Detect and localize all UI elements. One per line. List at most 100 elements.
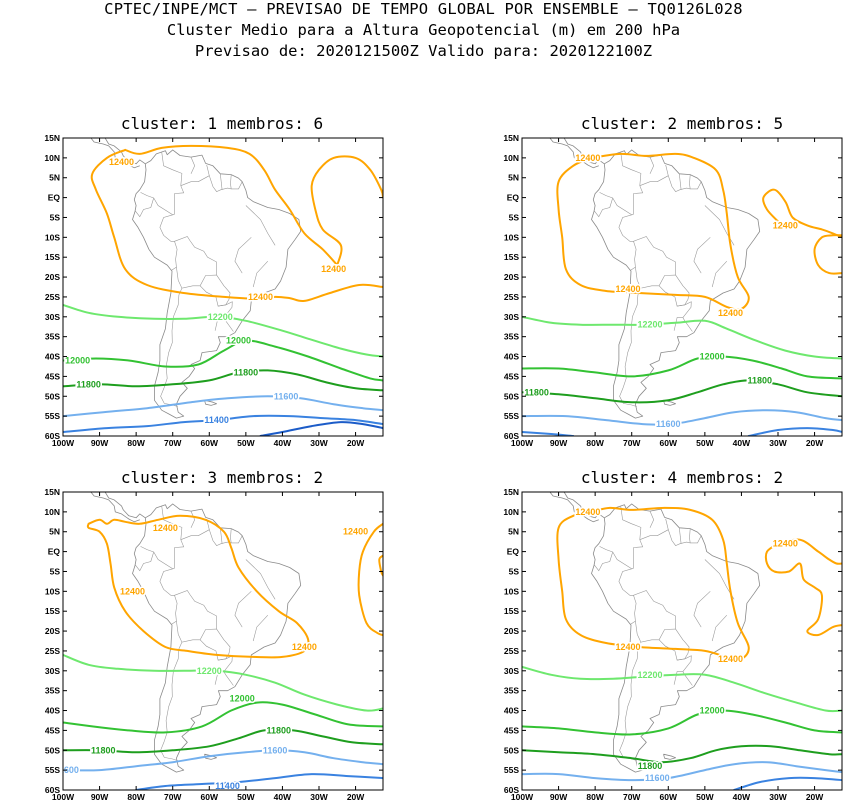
lat-label: 20S bbox=[45, 626, 60, 636]
country-border bbox=[619, 288, 642, 407]
country-border bbox=[161, 151, 185, 215]
country-border bbox=[594, 197, 613, 218]
lon-label: 50W bbox=[696, 438, 714, 448]
panel-title-cluster-1: cluster: 1 membros: 6 bbox=[120, 114, 324, 133]
country-border bbox=[234, 237, 252, 274]
lat-label: EQ bbox=[48, 547, 61, 557]
country-border bbox=[635, 621, 676, 643]
map-content: 12400 12400 12400 12200 12000 12000 11800 11800… bbox=[63, 119, 383, 436]
country-border bbox=[711, 614, 728, 642]
contour-label: 12000 bbox=[700, 706, 725, 716]
contour-line-11600 bbox=[63, 749, 383, 772]
caribbean-island bbox=[156, 119, 179, 126]
contour-label: 12200 bbox=[197, 666, 222, 676]
lat-label: 20S bbox=[45, 272, 60, 282]
lat-label: 50S bbox=[45, 391, 60, 401]
lat-label: 35S bbox=[45, 332, 60, 342]
map-panel-2: 12400 12400 12400 12400 12200 12000 11800 11800… bbox=[503, 125, 843, 454]
caribbean-island bbox=[601, 479, 608, 481]
lat-label: 10N bbox=[503, 507, 519, 517]
country-border bbox=[649, 156, 655, 174]
contour-line-12000 bbox=[63, 701, 383, 734]
south-america-coastline bbox=[132, 503, 302, 773]
country-border bbox=[618, 568, 637, 625]
country-border bbox=[673, 301, 692, 331]
contour-label: 12400 bbox=[292, 642, 317, 652]
map-panel-3: 12400 12400 12400 12400 12200 12000 11800 11800… bbox=[44, 460, 384, 802]
contour-label: 12400 bbox=[343, 527, 368, 537]
country-border bbox=[220, 527, 223, 544]
contour-label: 12400 bbox=[575, 507, 600, 517]
lon-label: 70W bbox=[164, 438, 182, 448]
country-border bbox=[635, 267, 676, 289]
contour-line-11400 bbox=[522, 431, 575, 436]
lat-label: 35S bbox=[504, 686, 519, 696]
lon-label: 60W bbox=[201, 792, 219, 802]
contour-line-12400 bbox=[124, 144, 339, 267]
contour-label: 12400 bbox=[616, 284, 641, 294]
lat-label: 15N bbox=[503, 133, 519, 143]
map-content: 12400 12400 12400 12400 12200 12000 11800 11600 bbox=[522, 473, 842, 790]
contour-line-11600 bbox=[522, 409, 842, 426]
lat-label: 15N bbox=[44, 487, 60, 497]
lat-label: EQ bbox=[507, 193, 520, 203]
lat-label: EQ bbox=[507, 547, 520, 557]
lon-label: 30W bbox=[769, 438, 787, 448]
central-america-pacific-coastline bbox=[90, 138, 140, 169]
caribbean-island bbox=[601, 125, 608, 127]
country-border bbox=[679, 527, 682, 544]
south-america-coastline bbox=[591, 149, 761, 419]
lat-label: EQ bbox=[48, 193, 61, 203]
country-border bbox=[668, 529, 702, 546]
lon-label: 100W bbox=[52, 438, 75, 448]
contour-label: 11600 bbox=[54, 765, 79, 775]
country-border bbox=[619, 642, 642, 761]
contour-line-12400 bbox=[777, 538, 842, 565]
lon-label: 20W bbox=[806, 792, 824, 802]
contour-label: 12200 bbox=[637, 320, 662, 330]
country-border bbox=[658, 274, 690, 307]
country-border bbox=[673, 655, 692, 685]
lat-label: 50S bbox=[504, 745, 519, 755]
country-border bbox=[190, 510, 196, 528]
lon-label: 80W bbox=[127, 438, 145, 448]
contour-label: 12400 bbox=[575, 153, 600, 163]
contour-line-12400 bbox=[813, 234, 842, 275]
caribbean-island bbox=[642, 478, 648, 480]
lon-label: 90W bbox=[550, 792, 568, 802]
lon-label: 70W bbox=[623, 438, 641, 448]
contour-label: 12400 bbox=[773, 220, 798, 230]
country-border bbox=[190, 156, 196, 174]
header-dates: Previsao de: 2020121500Z Valido para: 20… bbox=[194, 42, 653, 60]
lon-label: 60W bbox=[660, 792, 678, 802]
country-border bbox=[160, 288, 183, 407]
country-border bbox=[689, 528, 691, 543]
country-border bbox=[620, 505, 644, 569]
country-border bbox=[594, 551, 613, 572]
country-border bbox=[693, 237, 711, 274]
country-border bbox=[230, 174, 232, 189]
country-border bbox=[135, 197, 154, 218]
lon-label: 20W bbox=[347, 438, 365, 448]
lat-label: 15N bbox=[503, 487, 519, 497]
antarctic-peninsula bbox=[654, 449, 683, 454]
caribbean-island bbox=[615, 473, 638, 480]
lat-label: 55S bbox=[504, 765, 519, 775]
lon-label: 100W bbox=[511, 438, 534, 448]
lat-label: 60S bbox=[45, 785, 60, 795]
contour-label: 12400 bbox=[120, 586, 145, 596]
contour-line-12200 bbox=[522, 315, 842, 360]
lon-label: 90W bbox=[91, 438, 109, 448]
caribbean-island bbox=[118, 460, 157, 472]
lat-label: 55S bbox=[504, 411, 519, 421]
falklands-island bbox=[663, 753, 676, 760]
lat-label: 15S bbox=[504, 252, 519, 262]
central-america-coastline bbox=[104, 138, 146, 165]
lat-label: 10S bbox=[504, 232, 519, 242]
panel-title-cluster-4: cluster: 4 membros: 2 bbox=[580, 468, 784, 487]
lon-label: 50W bbox=[696, 792, 714, 802]
south-america-coastline bbox=[132, 149, 302, 419]
contour-line-12400 bbox=[762, 188, 842, 239]
lat-label: 15S bbox=[45, 606, 60, 616]
contour-label: 12200 bbox=[208, 312, 233, 322]
